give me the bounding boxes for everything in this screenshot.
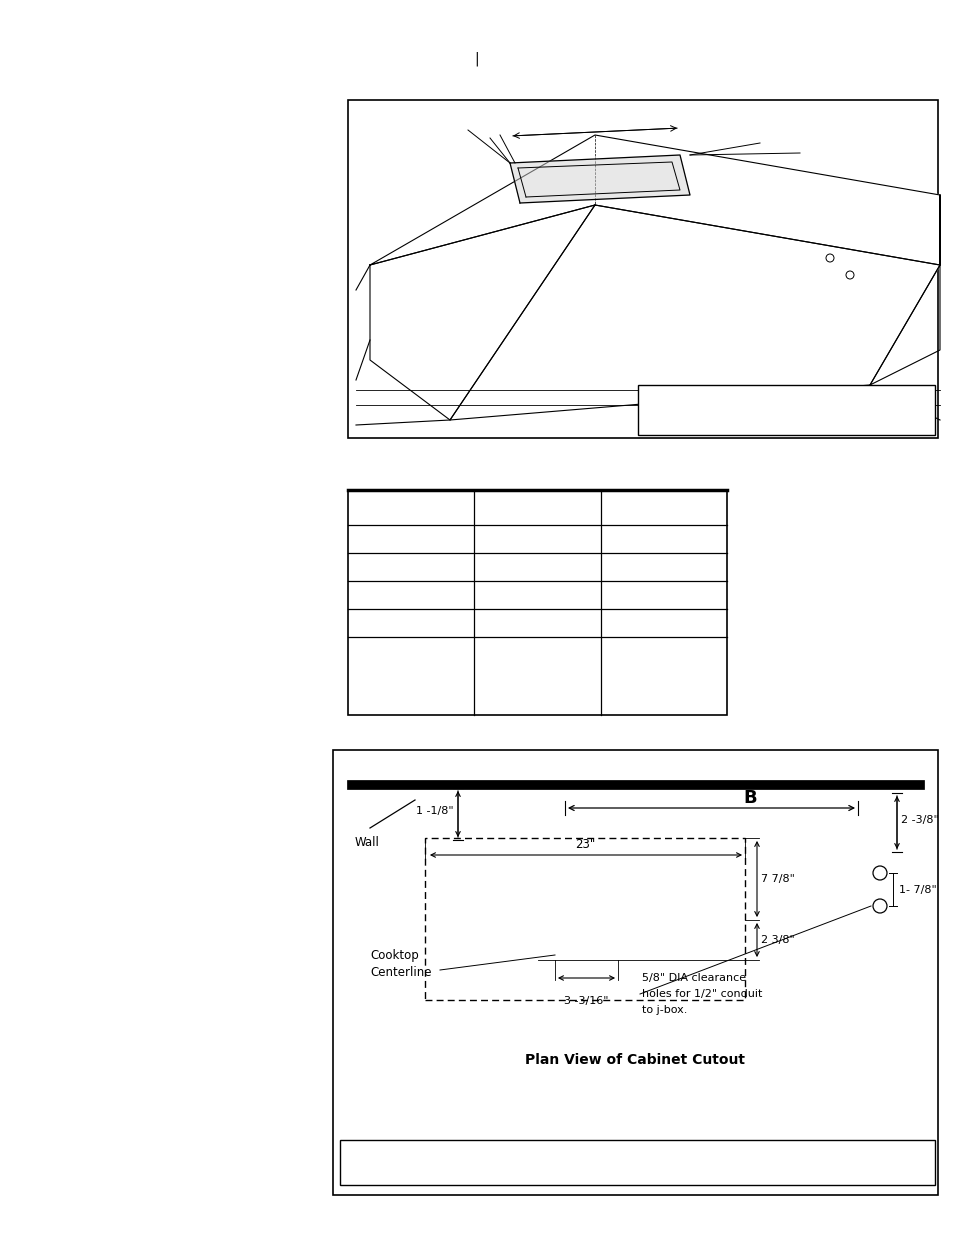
- Text: 3 -3/16": 3 -3/16": [563, 995, 608, 1007]
- Text: Plan View of Cabinet Cutout: Plan View of Cabinet Cutout: [525, 1053, 744, 1067]
- Text: Cooktop: Cooktop: [370, 948, 418, 962]
- Text: 2 -3/8": 2 -3/8": [900, 815, 938, 825]
- Bar: [424, 839, 744, 1000]
- Text: B: B: [742, 789, 756, 806]
- Text: 5/8" DIA clearance: 5/8" DIA clearance: [641, 973, 745, 983]
- Text: 23": 23": [575, 839, 595, 851]
- Text: holes for 1/2" conduit: holes for 1/2" conduit: [641, 989, 761, 999]
- Bar: [339, 1140, 934, 1186]
- Text: to j-box.: to j-box.: [641, 1005, 687, 1015]
- Polygon shape: [370, 205, 595, 420]
- Text: |: |: [475, 52, 478, 67]
- Bar: [348, 490, 726, 715]
- Bar: [333, 750, 937, 1195]
- Polygon shape: [370, 135, 939, 266]
- Bar: [348, 100, 937, 438]
- Text: 1- 7/8": 1- 7/8": [898, 884, 936, 894]
- Polygon shape: [510, 156, 689, 203]
- Text: Wall: Wall: [355, 836, 379, 850]
- Text: 1 -1/8": 1 -1/8": [416, 806, 454, 816]
- Text: 7 7/8": 7 7/8": [760, 874, 794, 884]
- Bar: [638, 385, 934, 435]
- Text: 2 3/8": 2 3/8": [760, 935, 794, 945]
- Text: Centerline: Centerline: [370, 966, 431, 978]
- Polygon shape: [450, 205, 939, 420]
